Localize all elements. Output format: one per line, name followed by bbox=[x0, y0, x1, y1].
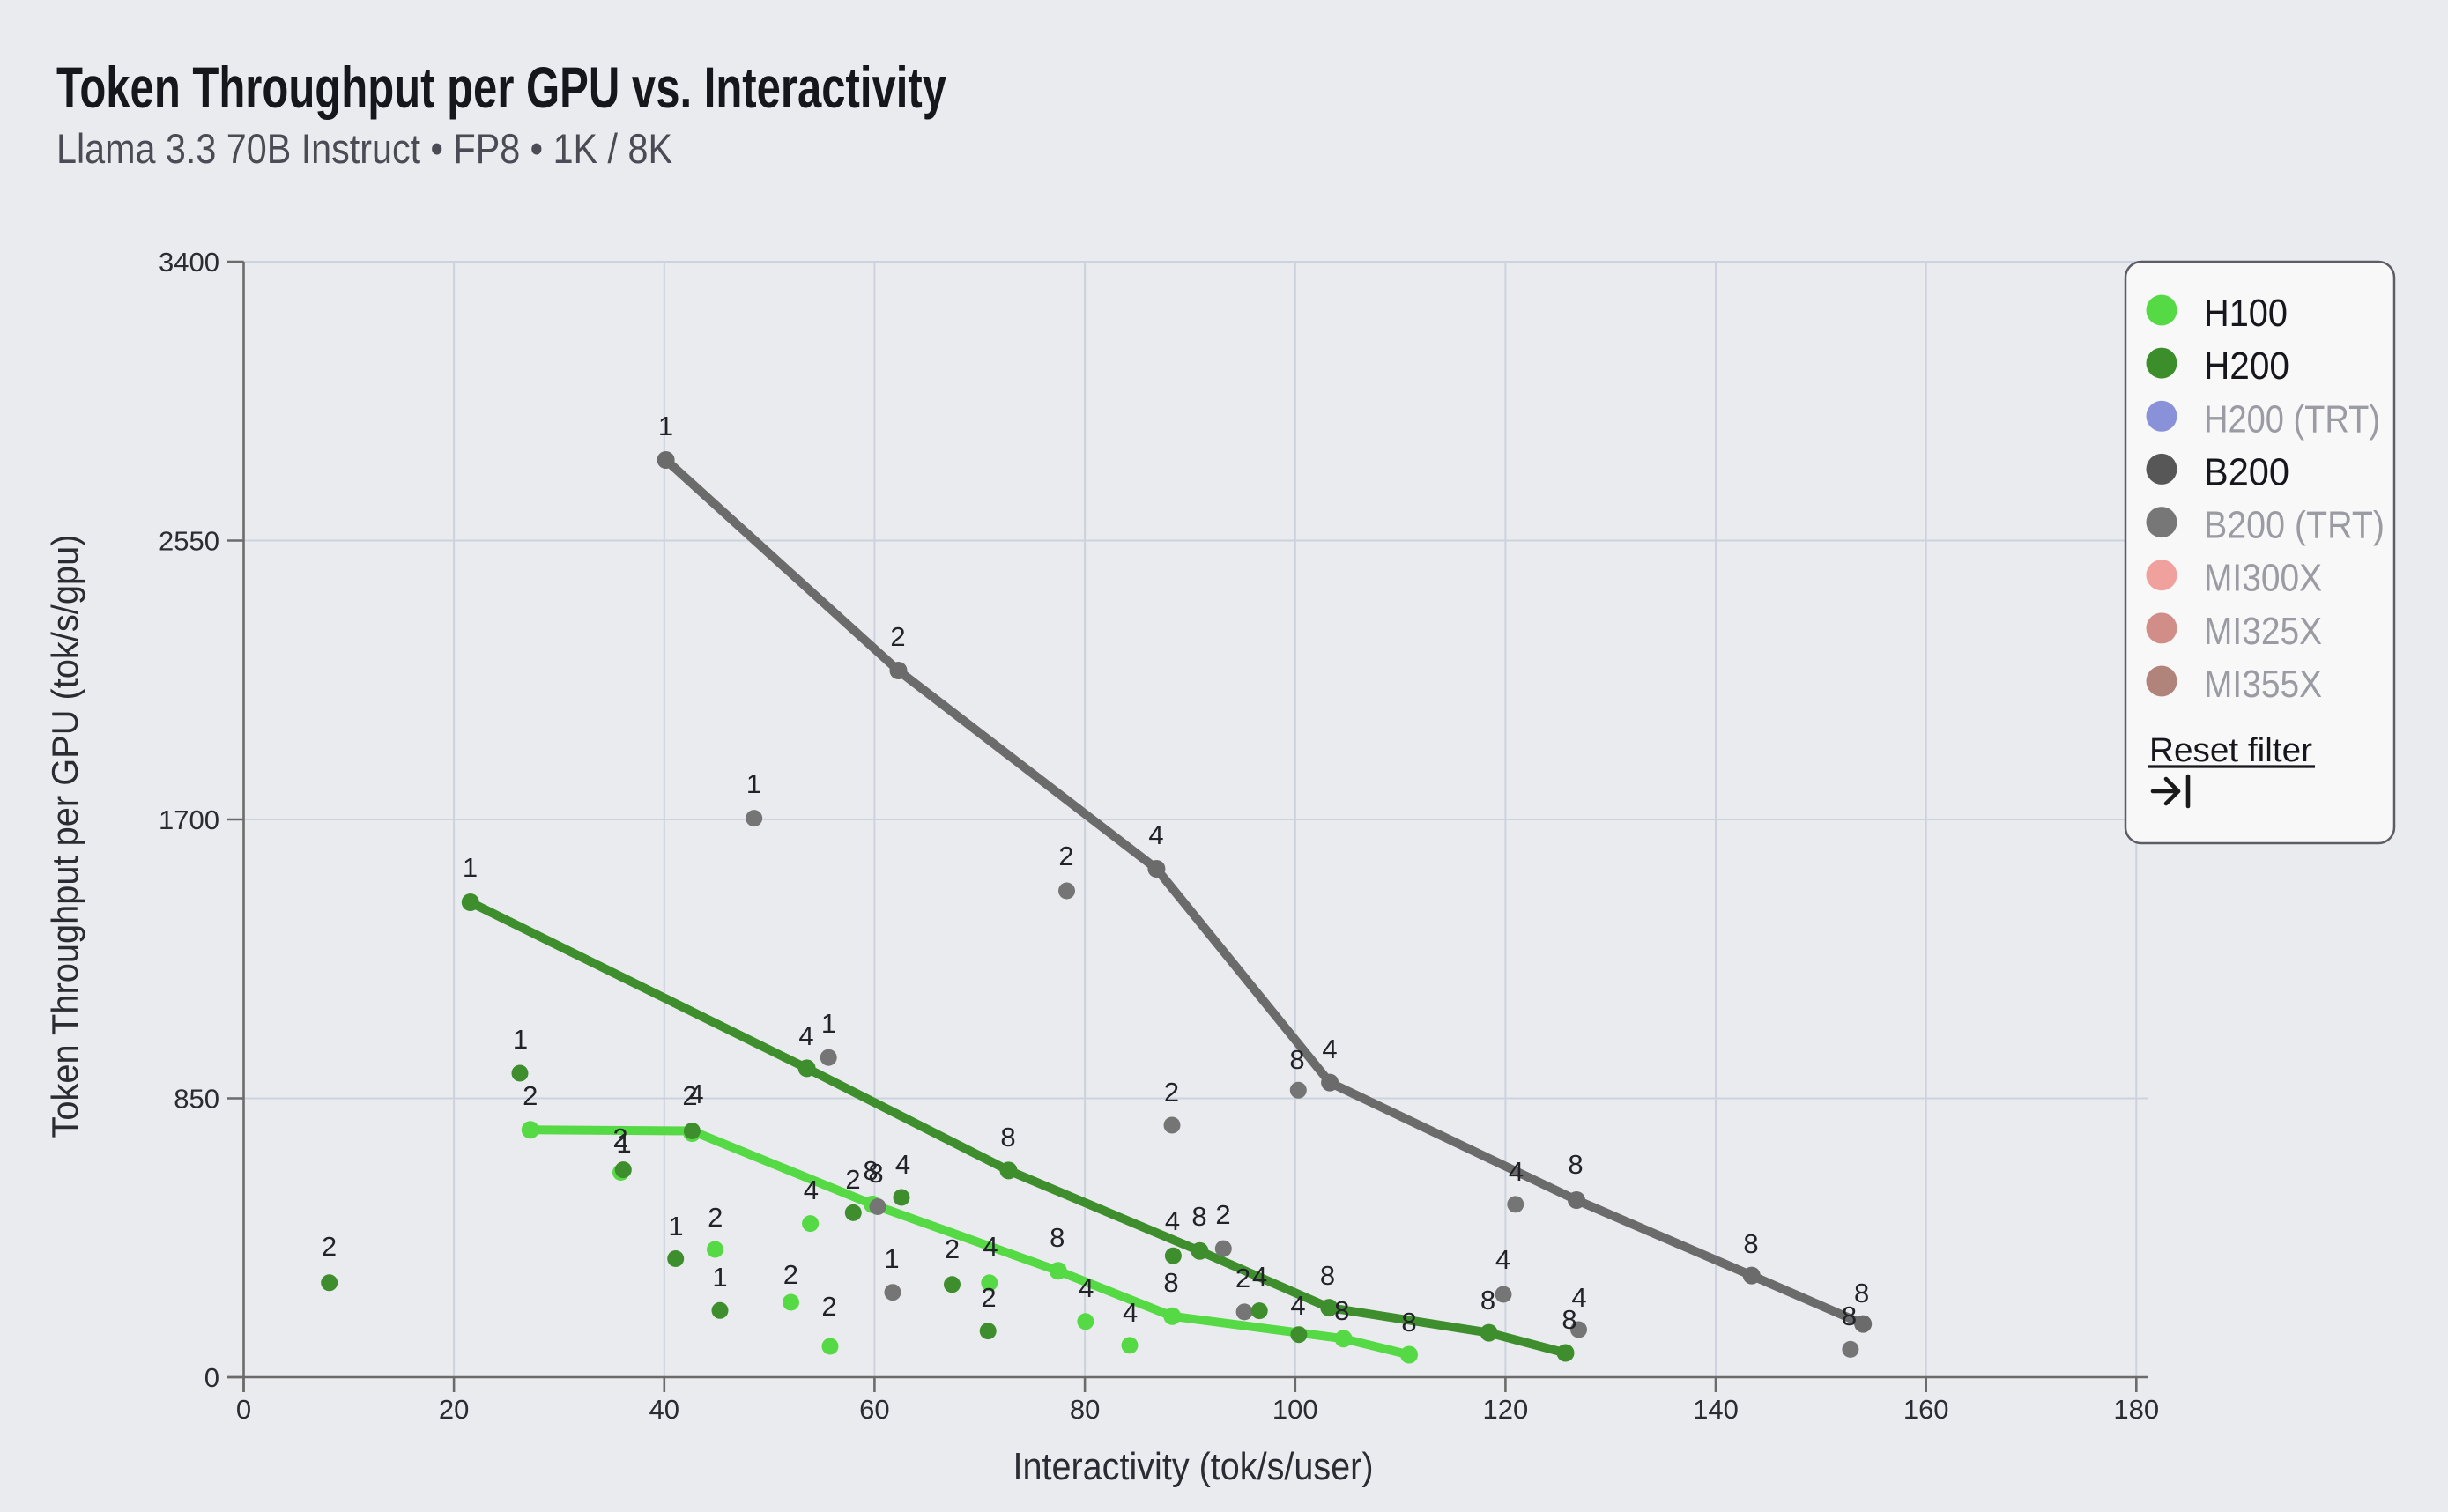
svg-text:1: 1 bbox=[658, 411, 673, 441]
svg-text:Token Throughput per GPU (tok/: Token Throughput per GPU (tok/s/gpu) bbox=[44, 535, 85, 1138]
svg-text:1: 1 bbox=[616, 1128, 631, 1159]
svg-text:8: 8 bbox=[1289, 1044, 1304, 1075]
svg-text:2: 2 bbox=[821, 1291, 836, 1322]
svg-text:8: 8 bbox=[1854, 1278, 1869, 1308]
svg-text:Interactivity (tok/s/user): Interactivity (tok/s/user) bbox=[1013, 1445, 1374, 1488]
svg-text:2: 2 bbox=[1235, 1263, 1250, 1293]
svg-text:120: 120 bbox=[1483, 1394, 1529, 1425]
svg-text:8: 8 bbox=[1562, 1304, 1576, 1335]
svg-text:MI300X: MI300X bbox=[2204, 557, 2322, 600]
svg-text:Llama 3.3 70B Instruct • FP8 •: Llama 3.3 70B Instruct • FP8 • 1K / 8K bbox=[56, 125, 672, 172]
svg-text:Reset filter: Reset filter bbox=[2149, 732, 2312, 769]
svg-text:8: 8 bbox=[868, 1158, 883, 1189]
svg-text:4: 4 bbox=[1495, 1244, 1510, 1275]
svg-text:8: 8 bbox=[1743, 1228, 1758, 1259]
svg-text:1: 1 bbox=[463, 852, 478, 883]
svg-text:4: 4 bbox=[804, 1175, 819, 1205]
svg-text:60: 60 bbox=[859, 1394, 889, 1425]
svg-text:1: 1 bbox=[746, 768, 761, 799]
svg-text:8: 8 bbox=[1842, 1301, 1857, 1331]
svg-text:H200: H200 bbox=[2204, 345, 2289, 388]
svg-text:2: 2 bbox=[945, 1234, 960, 1264]
svg-text:2: 2 bbox=[1164, 1077, 1179, 1108]
svg-text:1: 1 bbox=[884, 1243, 899, 1274]
svg-text:3400: 3400 bbox=[159, 247, 219, 278]
svg-text:850: 850 bbox=[174, 1084, 219, 1115]
svg-text:80: 80 bbox=[1070, 1394, 1100, 1425]
svg-text:MI355X: MI355X bbox=[2204, 663, 2322, 706]
svg-text:4: 4 bbox=[1571, 1282, 1586, 1313]
svg-text:20: 20 bbox=[439, 1394, 469, 1425]
svg-text:0: 0 bbox=[204, 1362, 219, 1393]
svg-text:40: 40 bbox=[649, 1394, 679, 1425]
svg-text:2550: 2550 bbox=[159, 526, 219, 557]
svg-text:8: 8 bbox=[1320, 1260, 1335, 1291]
svg-text:8: 8 bbox=[863, 1155, 878, 1186]
svg-text:B200: B200 bbox=[2204, 450, 2289, 493]
svg-text:2: 2 bbox=[845, 1164, 860, 1195]
svg-text:8: 8 bbox=[1050, 1222, 1065, 1253]
svg-text:8: 8 bbox=[1191, 1201, 1206, 1232]
svg-text:4: 4 bbox=[1148, 819, 1163, 850]
svg-text:1: 1 bbox=[513, 1024, 528, 1055]
svg-text:4: 4 bbox=[1079, 1272, 1094, 1303]
svg-text:2: 2 bbox=[708, 1202, 723, 1233]
svg-text:2: 2 bbox=[682, 1080, 697, 1111]
svg-text:1: 1 bbox=[712, 1262, 727, 1293]
svg-text:2: 2 bbox=[1215, 1199, 1230, 1230]
svg-text:4: 4 bbox=[983, 1231, 998, 1262]
svg-text:B200 (TRT): B200 (TRT) bbox=[2204, 504, 2385, 547]
svg-text:4: 4 bbox=[1252, 1261, 1267, 1292]
svg-text:4: 4 bbox=[1290, 1290, 1305, 1321]
svg-text:8: 8 bbox=[1000, 1122, 1015, 1153]
svg-text:2: 2 bbox=[523, 1080, 538, 1111]
svg-text:2: 2 bbox=[890, 621, 905, 652]
svg-text:2: 2 bbox=[783, 1259, 798, 1290]
svg-text:H100: H100 bbox=[2204, 292, 2288, 335]
svg-text:100: 100 bbox=[1272, 1394, 1318, 1425]
svg-text:140: 140 bbox=[1693, 1394, 1739, 1425]
svg-text:H200 (TRT): H200 (TRT) bbox=[2204, 397, 2380, 441]
svg-text:180: 180 bbox=[2113, 1394, 2159, 1425]
svg-text:4: 4 bbox=[1322, 1034, 1337, 1064]
svg-text:2: 2 bbox=[322, 1231, 337, 1262]
svg-text:8: 8 bbox=[1163, 1267, 1178, 1298]
svg-text:1: 1 bbox=[668, 1211, 683, 1241]
svg-text:160: 160 bbox=[1903, 1394, 1949, 1425]
svg-text:4: 4 bbox=[895, 1149, 910, 1180]
svg-text:1700: 1700 bbox=[159, 804, 219, 835]
svg-text:2: 2 bbox=[1058, 841, 1073, 871]
svg-text:8: 8 bbox=[1568, 1149, 1583, 1180]
svg-text:4: 4 bbox=[1165, 1205, 1180, 1236]
svg-text:Token Throughput per GPU vs. I: Token Throughput per GPU vs. Interactivi… bbox=[56, 55, 946, 120]
svg-text:8: 8 bbox=[1334, 1295, 1349, 1326]
svg-text:4: 4 bbox=[798, 1020, 813, 1051]
svg-text:4: 4 bbox=[1509, 1156, 1524, 1187]
svg-text:2: 2 bbox=[612, 1123, 627, 1153]
svg-text:8: 8 bbox=[1401, 1307, 1416, 1338]
svg-text:MI325X: MI325X bbox=[2204, 610, 2322, 653]
svg-text:0: 0 bbox=[236, 1394, 251, 1425]
svg-text:2: 2 bbox=[981, 1282, 996, 1313]
svg-text:1: 1 bbox=[821, 1008, 836, 1039]
svg-text:8: 8 bbox=[1480, 1285, 1495, 1316]
svg-text:4: 4 bbox=[1123, 1297, 1138, 1328]
svg-text:4: 4 bbox=[688, 1078, 703, 1109]
